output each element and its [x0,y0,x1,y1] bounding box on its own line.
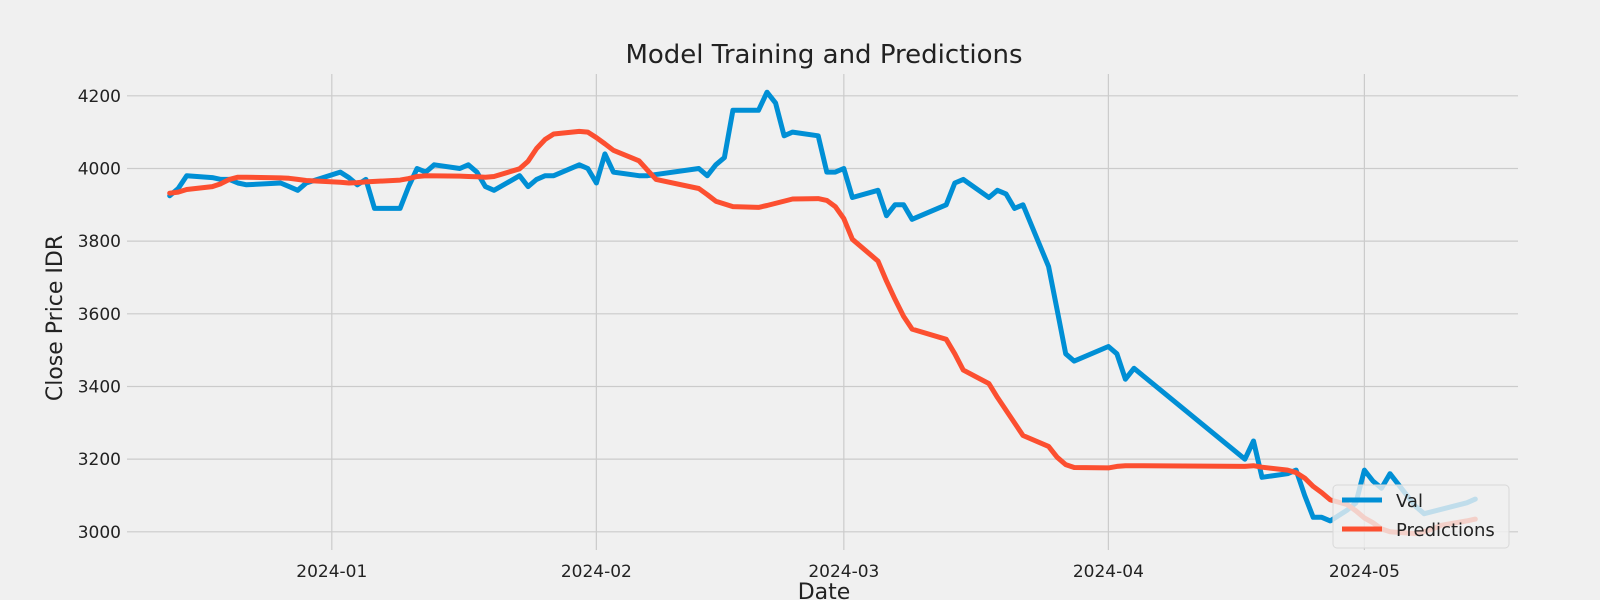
legend: Val Predictions [1332,484,1510,549]
x-tick-label: 2024-02 [561,562,632,582]
y-axis-label: Close Price IDR [43,235,68,401]
y-tick-label: 4000 [78,159,121,179]
series-line-val [167,89,1478,524]
legend-label-val: Val [1396,491,1423,512]
x-axis-label: Date [798,580,851,600]
x-axis-ticks: 2024-01 2024-02 2024-03 2024-04 2024-05 [296,562,1400,582]
y-tick-label: 4200 [78,87,121,107]
x-tick-label: 2024-03 [808,562,879,582]
y-tick-label: 3200 [78,450,121,470]
y-tick-label: 3600 [78,305,121,325]
series-line-predictions [167,128,1478,537]
y-tick-label: 3400 [78,377,121,397]
chart-title: Model Training and Predictions [625,40,1022,70]
y-axis-ticks: 3000 3200 3400 3600 3800 4000 4200 [78,87,121,543]
x-tick-label: 2024-01 [296,562,367,582]
y-tick-label: 3800 [78,232,121,252]
x-tick-label: 2024-04 [1073,562,1144,582]
legend-label-predictions: Predictions [1396,520,1495,541]
x-tick-label: 2024-05 [1329,562,1400,582]
grid [127,74,1518,550]
series-layer [167,89,1478,537]
y-tick-label: 3000 [78,523,121,543]
